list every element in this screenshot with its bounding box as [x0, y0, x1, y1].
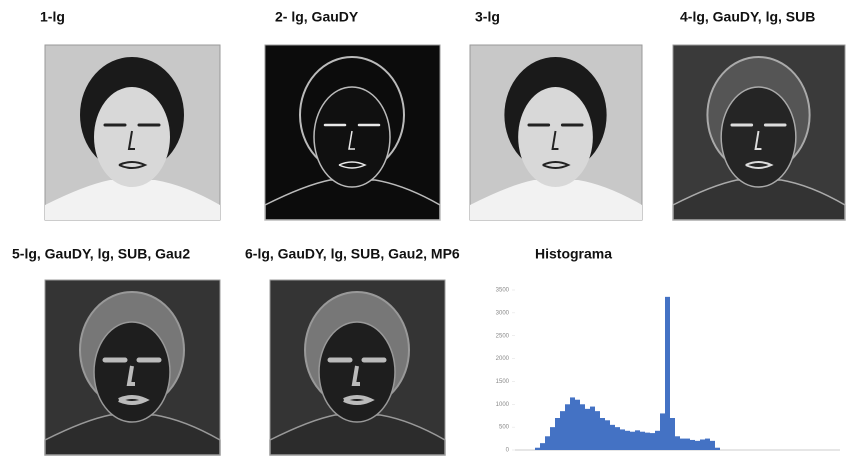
bar: [535, 448, 540, 450]
panel-title: 4-lg, GauDY, lg, SUB: [680, 9, 815, 25]
y-tick-label: 0: [506, 448, 510, 454]
bar: [665, 297, 670, 450]
panel-image: [265, 45, 440, 220]
bar: [560, 411, 565, 450]
bar: [545, 436, 550, 450]
y-tick-label: 2500: [496, 333, 510, 339]
bar: [640, 432, 645, 450]
chart-title: Histograma: [535, 246, 612, 262]
bar: [710, 441, 715, 450]
panel-image: [45, 45, 220, 220]
panel-title: 1-lg: [40, 9, 65, 25]
bar: [685, 439, 690, 450]
y-tick-label: 1500: [496, 379, 510, 385]
bar: [690, 440, 695, 450]
panel-image: [470, 45, 642, 220]
y-tick-label: 3000: [496, 310, 510, 316]
bar: [565, 404, 570, 450]
bar: [675, 436, 680, 450]
bar: [630, 432, 635, 450]
panel-image: [673, 45, 845, 220]
bar: [540, 443, 545, 450]
bar: [605, 420, 610, 450]
bar: [700, 439, 705, 450]
bar: [715, 448, 720, 450]
bar: [650, 433, 655, 450]
face: [314, 87, 390, 187]
bar: [695, 441, 700, 450]
bar: [570, 397, 575, 450]
panel-title: 2- lg, GauDY: [275, 9, 359, 25]
bar: [645, 433, 650, 450]
bar: [595, 411, 600, 450]
bar: [585, 409, 590, 450]
bar: [655, 431, 660, 450]
bar: [600, 418, 605, 450]
panel-title: 3-lg: [475, 9, 500, 25]
bar: [670, 418, 675, 450]
panel-image: [270, 280, 445, 455]
bar: [625, 431, 630, 450]
bar: [590, 407, 595, 450]
bar: [660, 413, 665, 450]
bar: [680, 439, 685, 450]
panel-title: 5-lg, GauDY, lg, SUB, Gau2: [12, 246, 190, 262]
panel-image: [45, 280, 220, 455]
y-tick-label: 500: [499, 425, 510, 431]
bar: [635, 430, 640, 450]
panel-title: 6-lg, GauDY, lg, SUB, Gau2, MP6: [245, 246, 460, 262]
figure: 1-lg 2- lg, GauDY 3-lg 4-lg, GauDY, lg, SUB…: [0, 0, 849, 466]
bar: [620, 429, 625, 450]
bar: [575, 400, 580, 450]
y-tick-label: 3500: [496, 288, 510, 294]
bar: [615, 427, 620, 450]
bar: [555, 418, 560, 450]
bar: [705, 439, 710, 450]
y-tick-label: 1000: [496, 402, 510, 408]
bar: [580, 404, 585, 450]
bar: [550, 427, 555, 450]
y-tick-label: 2000: [496, 356, 510, 362]
bar: [610, 425, 615, 450]
